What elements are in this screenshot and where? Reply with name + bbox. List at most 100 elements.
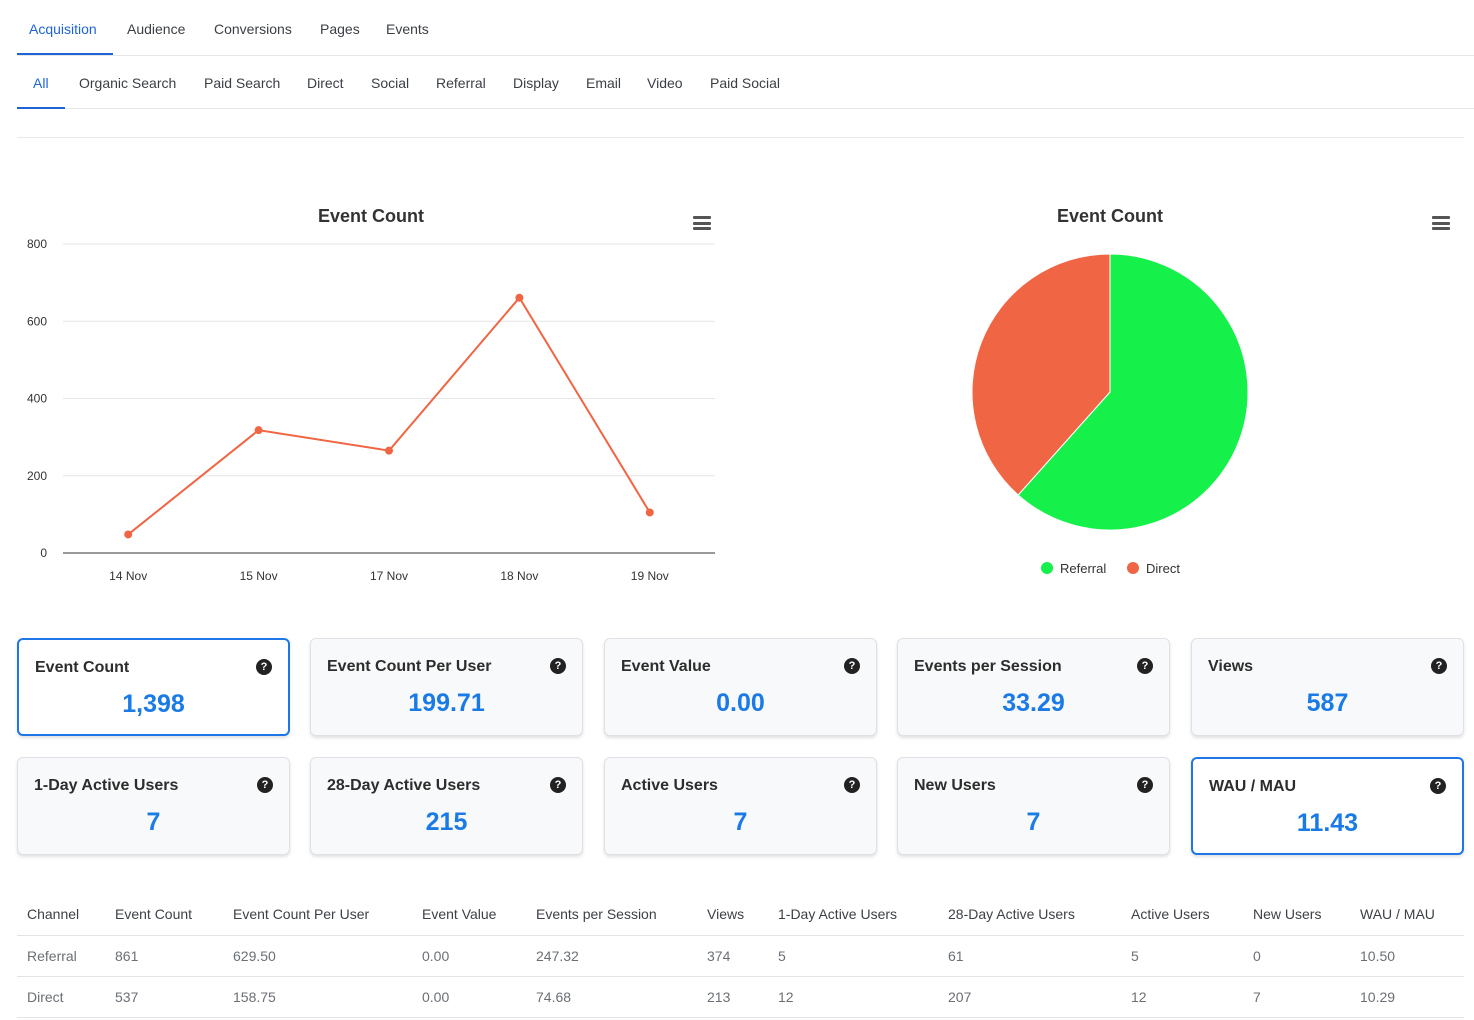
pie-slice-direct[interactable]	[971, 253, 1111, 496]
question-circle-icon[interactable]: ?	[844, 658, 860, 674]
table-cell: 10.50	[1350, 935, 1464, 977]
question-circle-icon[interactable]: ?	[1137, 658, 1153, 674]
question-circle-icon[interactable]: ?	[257, 777, 273, 793]
table-cell: 0.00	[412, 976, 526, 1018]
column-header[interactable]: Event Count	[105, 894, 223, 936]
pie-chart-title: Event Count	[1057, 206, 1163, 226]
tab-referral[interactable]: Referral	[436, 75, 486, 91]
data-point[interactable]	[254, 426, 263, 435]
kpi-card-events-per-session[interactable]: Events per Session? 33.29	[897, 638, 1170, 736]
hamburger-menu-icon[interactable]	[693, 216, 711, 230]
question-circle-icon[interactable]: ?	[256, 659, 272, 675]
column-header[interactable]: Views	[697, 894, 768, 936]
column-header[interactable]: Channel	[17, 894, 105, 936]
x-tick-label: 15 Nov	[240, 569, 278, 583]
kpi-card-new-users[interactable]: New Users? 7	[897, 757, 1170, 855]
tab-audience[interactable]: Audience	[127, 21, 186, 37]
data-point[interactable]	[645, 508, 654, 517]
y-tick-label: 200	[27, 469, 47, 483]
legend-marker	[1127, 562, 1139, 574]
tab-pages[interactable]: Pages	[320, 21, 360, 37]
tab-email[interactable]: Email	[586, 75, 622, 91]
kpi-value: 0.00	[716, 689, 765, 717]
question-circle-icon[interactable]: ?	[844, 777, 860, 793]
table-header-row: Channel Event Count Event Count Per User Ev…	[17, 894, 1464, 936]
column-header[interactable]: Events per Session	[526, 894, 697, 936]
kpi-label: Active Users	[621, 777, 718, 794]
table-cell: 0	[1243, 935, 1350, 977]
kpi-label: 1-Day Active Users	[34, 777, 179, 794]
column-header[interactable]: Active Users	[1121, 894, 1243, 936]
table-cell: 5	[1121, 935, 1243, 977]
x-tick-label: 19 Nov	[631, 569, 669, 583]
kpi-card-active-users[interactable]: Active Users? 7	[604, 757, 877, 855]
question-circle-icon[interactable]: ?	[550, 777, 566, 793]
question-circle-icon[interactable]: ?	[1430, 778, 1446, 794]
legend-label[interactable]: Direct	[1146, 561, 1180, 576]
question-circle-icon[interactable]: ?	[1137, 777, 1153, 793]
tab-display[interactable]: Display	[513, 75, 559, 91]
kpi-label: New Users	[914, 777, 996, 794]
kpi-card-event-count-per-user[interactable]: Event Count Per User? 199.71	[310, 638, 583, 736]
kpi-card-28-day-active-users[interactable]: 28-Day Active Users? 215	[310, 757, 583, 855]
tab-video[interactable]: Video	[647, 75, 683, 91]
column-header[interactable]: 28-Day Active Users	[938, 894, 1121, 936]
question-circle-icon[interactable]: ?	[1431, 658, 1447, 674]
kpi-label: Event Count Per User	[327, 658, 492, 675]
legend-label[interactable]: Referral	[1060, 561, 1106, 576]
table-cell: 5	[768, 935, 938, 977]
column-header[interactable]: Event Value	[412, 894, 526, 936]
y-tick-label: 800	[27, 237, 47, 251]
channel-table: Channel Event Count Event Count Per User Ev…	[17, 894, 1464, 1018]
table-cell: Referral	[17, 935, 105, 977]
tab-conversions[interactable]: Conversions	[214, 21, 292, 37]
column-header[interactable]: New Users	[1243, 894, 1350, 936]
tab-organic-search[interactable]: Organic Search	[79, 75, 177, 91]
x-tick-label: 17 Nov	[370, 569, 408, 583]
column-header[interactable]: 1-Day Active Users	[768, 894, 938, 936]
tab-acquisition[interactable]: Acquisition	[29, 21, 97, 37]
line-chart-title: Event Count	[318, 206, 424, 226]
table-cell: 374	[697, 935, 768, 977]
tab-social[interactable]: Social	[371, 75, 410, 91]
x-tick-label: 14 Nov	[109, 569, 147, 583]
kpi-card-event-value[interactable]: Event Value? 0.00	[604, 638, 877, 736]
column-header[interactable]: Event Count Per User	[223, 894, 412, 936]
tab-events[interactable]: Events	[386, 21, 429, 37]
table-cell: 861	[105, 935, 223, 977]
table-row[interactable]: Referral 861 629.50 0.00 247.32 374 5 61 5 0 10.50	[17, 935, 1464, 977]
table-cell: 629.50	[223, 935, 412, 977]
kpi-card-wau-mau[interactable]: WAU / MAU? 11.43	[1191, 757, 1464, 855]
hamburger-menu-icon[interactable]	[1432, 216, 1450, 230]
pie-slice-referral[interactable]	[1017, 253, 1249, 531]
series-line	[127, 295, 651, 536]
kpi-card-1-day-active-users[interactable]: 1-Day Active Users? 7	[17, 757, 290, 855]
kpi-value: 215	[425, 808, 468, 836]
x-tick-label: 18 Nov	[500, 569, 538, 583]
kpi-label: WAU / MAU	[1209, 778, 1297, 795]
tab-all[interactable]: All	[33, 75, 49, 91]
column-header[interactable]: WAU / MAU	[1350, 894, 1464, 936]
table-row[interactable]: Direct 537 158.75 0.00 74.68 213 12 207 12 7 10.29	[17, 976, 1464, 1018]
table-cell: 7	[1243, 976, 1350, 1018]
data-point[interactable]	[385, 446, 393, 455]
data-point[interactable]	[124, 530, 133, 539]
table-cell: 247.32	[526, 935, 697, 977]
tab-paid-search[interactable]: Paid Search	[204, 75, 281, 91]
kpi-card-views[interactable]: Views? 587	[1191, 638, 1464, 736]
section-divider	[17, 137, 1464, 138]
kpi-card-event-count[interactable]: Event Count? 1,398	[17, 638, 290, 736]
tab-paid-social[interactable]: Paid Social	[710, 75, 781, 91]
table-cell: 10.29	[1350, 976, 1464, 1018]
line-chart: 0 200 400 600 800 14 Nov 15 Nov 17 Nov 18 Nov 19 …	[27, 237, 715, 583]
kpi-label: Views	[1208, 658, 1254, 675]
data-point[interactable]	[515, 293, 524, 302]
question-circle-icon[interactable]: ?	[550, 658, 566, 674]
table-cell: 213	[697, 976, 768, 1018]
kpi-value: 7	[733, 808, 748, 836]
kpi-value: 7	[146, 808, 161, 836]
main-tab-bar: Acquisition Audience Conversions Pages E…	[17, 0, 1474, 56]
tab-direct[interactable]: Direct	[307, 75, 344, 91]
kpi-value: 199.71	[408, 689, 485, 717]
table-cell: 12	[768, 976, 938, 1018]
